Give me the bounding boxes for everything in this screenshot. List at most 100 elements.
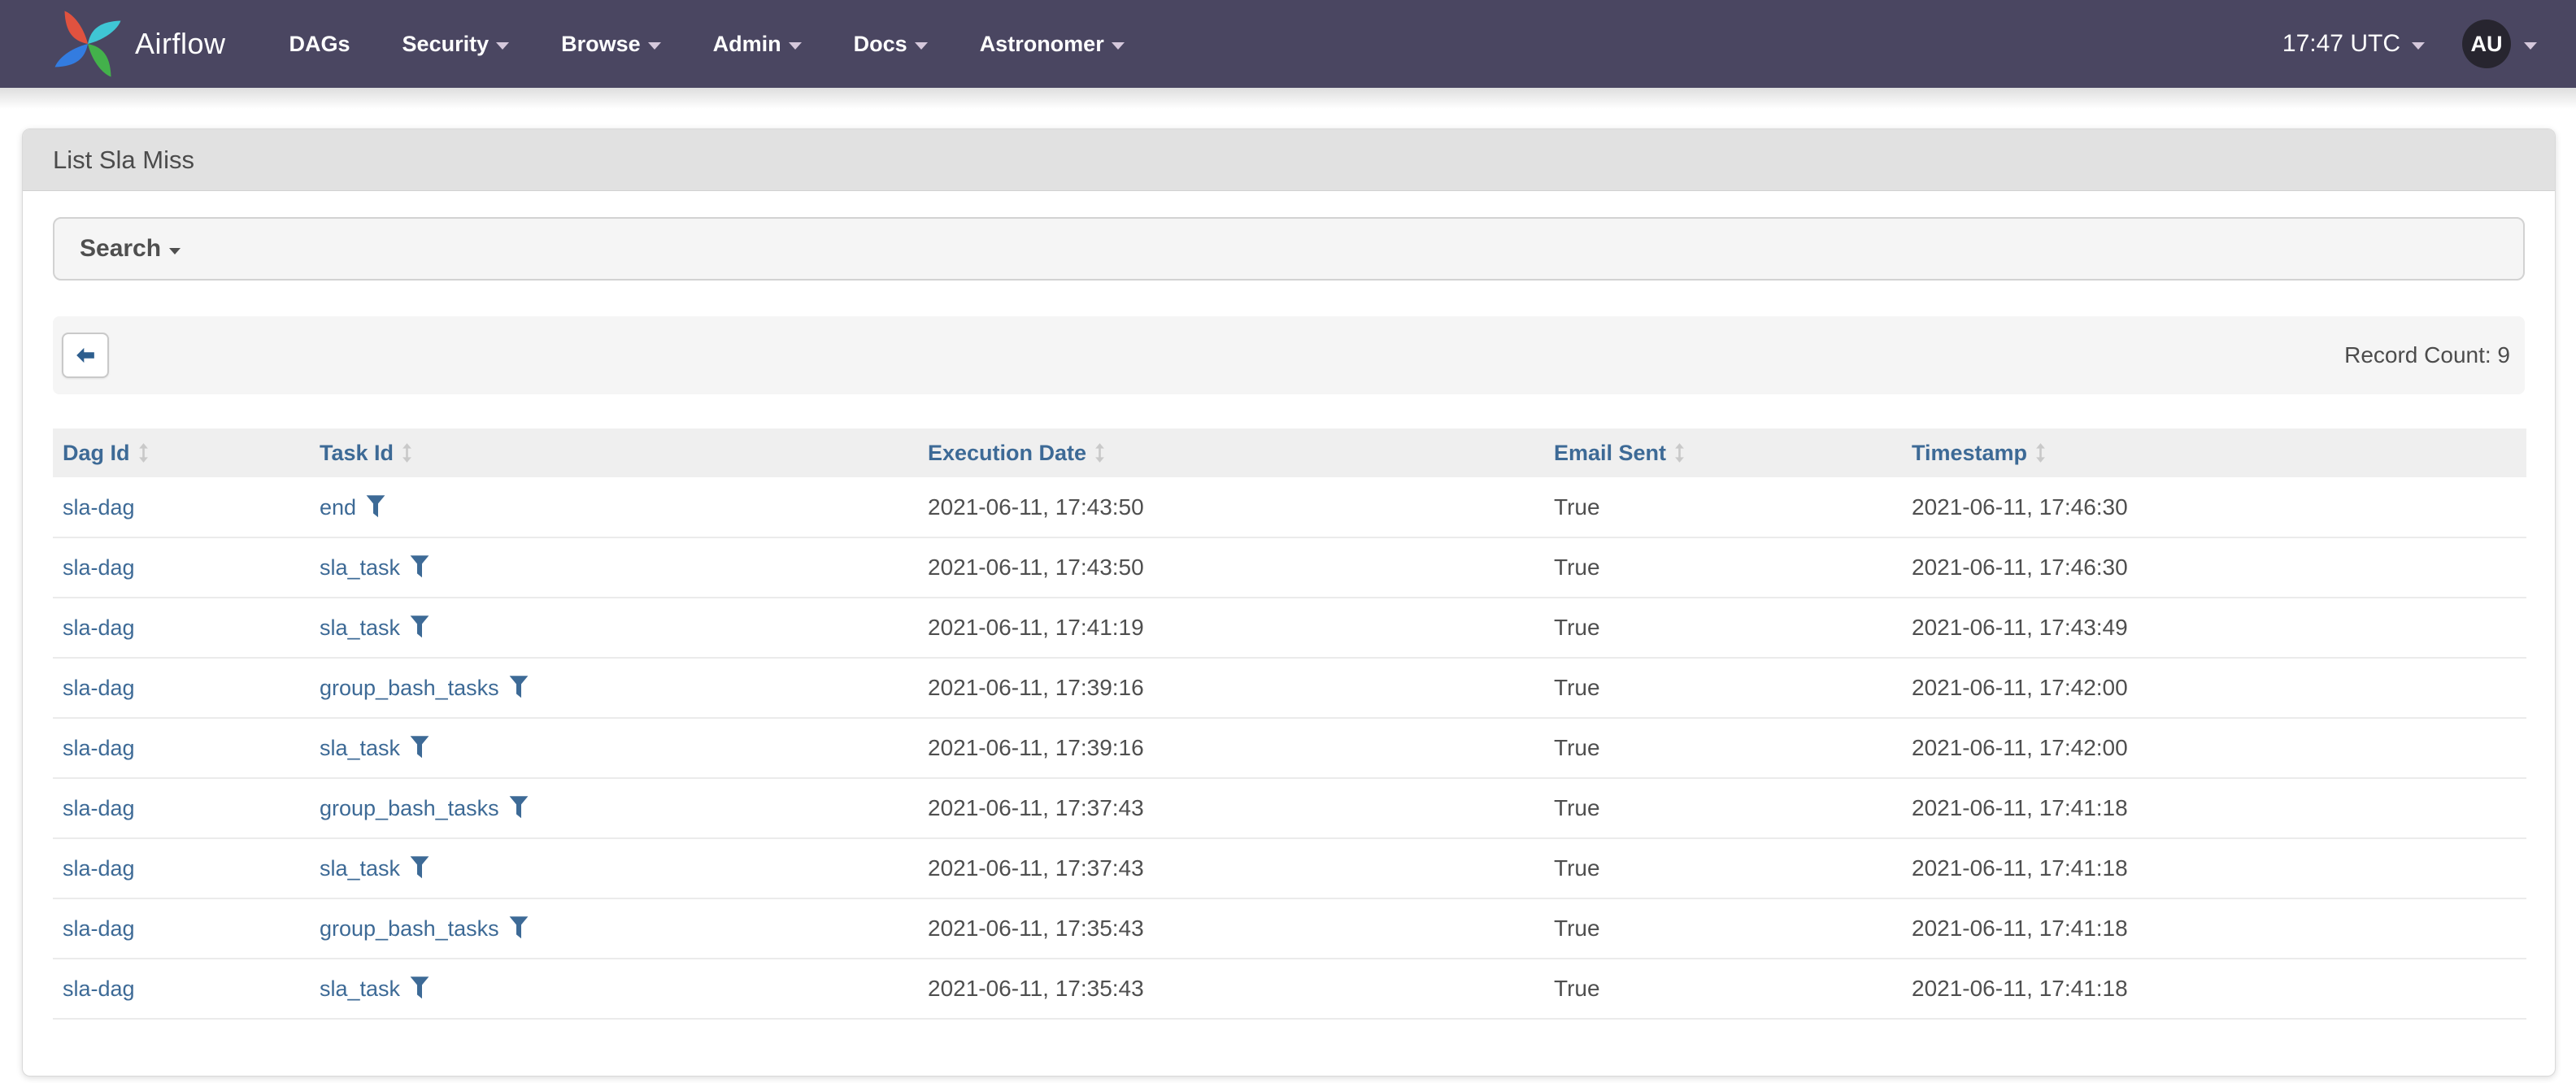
task-id-cell: sla_task (310, 838, 918, 899)
task-id-cell: sla_task (310, 598, 918, 659)
column-header-email-sent[interactable]: Email Sent (1544, 428, 1902, 477)
caret-down-icon (1111, 41, 1125, 50)
dag-id-cell: sla-dag (53, 959, 310, 1020)
filter-funnel-icon[interactable] (366, 494, 385, 519)
task-id-link[interactable]: group_bash_tasks (320, 676, 499, 700)
execution-date-cell: 2021-06-11, 17:43:50 (918, 537, 1544, 598)
caret-down-icon (914, 41, 928, 50)
dag-id-link[interactable]: sla-dag (63, 916, 135, 941)
sort-up-down-icon (1095, 443, 1104, 463)
email-sent-cell: True (1544, 778, 1902, 839)
execution-date-cell: 2021-06-11, 17:39:16 (918, 658, 1544, 719)
column-header-task-id[interactable]: Task Id (310, 428, 918, 477)
table-row: sla-dag end 2021-06-11, 17:43:50 True 2021-0… (53, 477, 2526, 538)
task-id-link[interactable]: end (320, 494, 357, 520)
task-id-link[interactable]: sla_task (320, 555, 401, 580)
task-id-link[interactable]: group_bash_tasks (320, 796, 499, 820)
dag-id-link[interactable]: sla-dag (63, 555, 135, 580)
filter-funnel-icon[interactable] (509, 795, 529, 820)
task-id-cell: end (310, 477, 918, 538)
nav-item-security: Security (402, 32, 510, 57)
filter-funnel-icon[interactable] (509, 916, 529, 940)
dag-id-link[interactable]: sla-dag (63, 856, 135, 881)
email-sent-cell: True (1544, 658, 1902, 719)
table-row: sla-dag group_bash_tasks 2021-06-11, 17:35… (53, 898, 2526, 959)
column-label: Execution Date (928, 440, 1087, 465)
dag-id-link[interactable]: sla-dag (63, 796, 135, 820)
back-arrow-icon (76, 347, 94, 363)
column-label: Task Id (320, 440, 394, 465)
caret-down-icon (496, 41, 510, 50)
page-title: List Sla Miss (53, 145, 194, 174)
nav-link-admin[interactable]: Admin (713, 32, 802, 57)
dag-id-link[interactable]: sla-dag (63, 736, 135, 760)
dag-id-cell: sla-dag (53, 778, 310, 839)
task-id-link[interactable]: sla_task (320, 856, 401, 881)
timestamp-cell: 2021-06-11, 17:42:00 (1902, 718, 2526, 779)
column-sort-link[interactable]: Timestamp (1912, 441, 2046, 466)
filter-funnel-icon[interactable] (410, 976, 429, 1000)
nav-link-astronomer[interactable]: Astronomer (980, 32, 1125, 57)
task-id-cell: group_bash_tasks (310, 658, 918, 719)
nav-link-docs[interactable]: Docs (854, 32, 928, 57)
navbar-shadow (0, 88, 2576, 109)
column-header-dag-id[interactable]: Dag Id (53, 428, 310, 477)
filter-funnel-icon[interactable] (410, 855, 429, 880)
dag-id-link[interactable]: sla-dag (63, 676, 135, 700)
clock-dropdown[interactable]: 17:47 UTC (2282, 30, 2425, 58)
nav-link-label: Security (402, 31, 490, 56)
task-id-cell: group_bash_tasks (310, 778, 918, 839)
dag-id-link[interactable]: sla-dag (63, 494, 135, 520)
nav-item-dags: DAGs (289, 32, 350, 57)
column-label: Timestamp (1912, 440, 2028, 465)
column-sort-link[interactable]: Email Sent (1554, 441, 1685, 466)
nav-link-security[interactable]: Security (402, 32, 510, 57)
timestamp-cell: 2021-06-11, 17:46:30 (1902, 537, 2526, 598)
caret-down-icon[interactable] (2524, 41, 2537, 50)
sla-miss-table: Dag Id Task Id Execution Date Email Sent Tim… (53, 428, 2526, 1020)
toolbar: Record Count: 9 (53, 316, 2525, 394)
email-sent-cell: True (1544, 838, 1902, 899)
dag-id-cell: sla-dag (53, 718, 310, 779)
table-row: sla-dag sla_task 2021-06-11, 17:43:50 True 2… (53, 537, 2526, 598)
column-sort-link[interactable]: Dag Id (63, 441, 149, 466)
navbar: Airflow DAGs Security Browse Admin Docs Astro… (0, 0, 2576, 88)
nav-link-dags[interactable]: DAGs (289, 32, 350, 57)
task-id-link[interactable]: sla_task (320, 736, 401, 760)
dag-id-link[interactable]: sla-dag (63, 976, 135, 1001)
record-count: Record Count: 9 (2344, 342, 2510, 368)
timestamp-cell: 2021-06-11, 17:41:18 (1902, 959, 2526, 1020)
caret-down-icon (169, 247, 181, 254)
sort-up-down-icon (2036, 443, 2045, 463)
task-id-link[interactable]: group_bash_tasks (320, 916, 499, 941)
card-body: Search Record Count: 9 Dag Id Task Id Exec… (23, 191, 2555, 1076)
table-row: sla-dag sla_task 2021-06-11, 17:41:19 True 2… (53, 598, 2526, 659)
dag-id-link[interactable]: sla-dag (63, 615, 135, 640)
nav-link-label: Docs (853, 31, 907, 56)
brand-title: Airflow (135, 27, 226, 60)
execution-date-cell: 2021-06-11, 17:39:16 (918, 718, 1544, 779)
task-id-link[interactable]: sla_task (320, 615, 401, 640)
column-header-timestamp[interactable]: Timestamp (1902, 428, 2526, 477)
task-id-cell: sla_task (310, 718, 918, 779)
brand[interactable]: Airflow (50, 7, 226, 81)
nav-item-docs: Docs (854, 32, 928, 57)
column-header-execution-date[interactable]: Execution Date (918, 428, 1544, 477)
task-id-link[interactable]: sla_task (320, 976, 401, 1001)
back-button[interactable] (62, 333, 109, 378)
avatar[interactable]: AU (2462, 20, 2511, 68)
execution-date-cell: 2021-06-11, 17:35:43 (918, 898, 1544, 959)
dag-id-cell: sla-dag (53, 477, 310, 538)
filter-funnel-icon[interactable] (410, 555, 429, 579)
nav-link-browse[interactable]: Browse (561, 32, 661, 57)
nav-item-browse: Browse (561, 32, 661, 57)
execution-date-cell: 2021-06-11, 17:41:19 (918, 598, 1544, 659)
filter-funnel-icon[interactable] (509, 675, 529, 699)
search-dropdown-toggle[interactable]: Search (80, 235, 181, 263)
filter-funnel-icon[interactable] (410, 735, 429, 759)
filter-funnel-icon[interactable] (410, 615, 429, 639)
caret-down-icon (647, 41, 661, 50)
email-sent-cell: True (1544, 537, 1902, 598)
column-sort-link[interactable]: Execution Date (928, 441, 1105, 466)
column-sort-link[interactable]: Task Id (320, 441, 412, 466)
